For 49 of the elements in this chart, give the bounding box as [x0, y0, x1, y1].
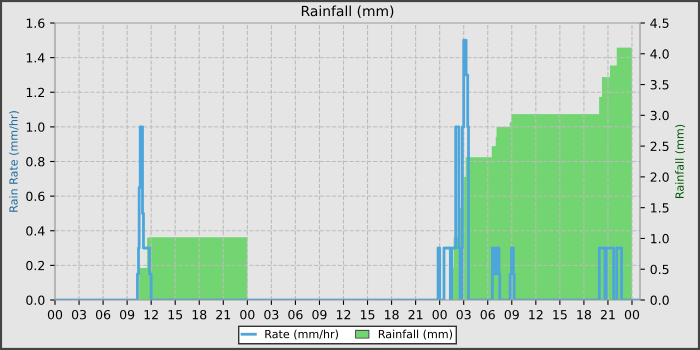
y2-tick-label: 3.0 — [650, 110, 669, 120]
y2-tick-label: 0.0 — [650, 295, 669, 305]
x-tick-label: 00 — [240, 310, 254, 320]
y2-tick-label: 2.0 — [650, 172, 669, 182]
x-tick-label: 03 — [264, 310, 278, 320]
y2-tick-label: 3.5 — [650, 80, 669, 90]
x-tick-label: 06 — [96, 310, 110, 320]
x-tick-label: 00 — [48, 310, 62, 320]
y-tick-label: 0.6 — [26, 192, 44, 202]
legend-label: Rainfall (mm) — [378, 330, 452, 340]
x-tick-label: 18 — [577, 310, 591, 320]
y-tick-label: 1.4 — [26, 53, 45, 62]
x-tick-label: 18 — [384, 310, 399, 320]
x-tick-label: 00 — [624, 310, 640, 320]
y2-tick-label: 4.0 — [650, 49, 669, 59]
x-tick-label: 21 — [216, 310, 230, 320]
y2-tick-label: 2.5 — [650, 142, 669, 152]
x-tick-label: 12 — [144, 310, 158, 320]
x-tick-label: 03 — [456, 310, 471, 320]
y-tick-label: 0.8 — [26, 156, 44, 166]
x-tick-label: 15 — [360, 310, 374, 320]
x-tick-label: 15 — [168, 310, 182, 320]
y2-axis-title: Rainfall (mm) — [675, 124, 686, 198]
x-tick-label: 06 — [480, 310, 495, 320]
x-tick-label: 12 — [336, 310, 350, 320]
legend-label: Rate (mm/hr) — [265, 330, 338, 340]
x-tick-label: 03 — [72, 310, 86, 320]
x-tick-label: 21 — [408, 310, 422, 320]
y-tick-label: 1.2 — [26, 88, 44, 97]
y2-tick-label: 4.5 — [650, 18, 669, 28]
x-tick-label: 06 — [288, 310, 303, 320]
y-tick-label: 1.0 — [26, 122, 44, 132]
y-tick-label: 0.2 — [26, 260, 44, 270]
y-tick-label: 0.4 — [26, 226, 45, 236]
y2-tick-label: 1.0 — [651, 234, 669, 244]
y-tick-label: 0.0 — [26, 295, 44, 305]
x-tick-label: 09 — [120, 310, 134, 320]
y-axis-title: Rain Rate (mm/hr) — [9, 111, 19, 212]
y2-tick-label: 0.5 — [650, 264, 669, 274]
y-tick-label: 1.6 — [26, 18, 44, 28]
x-tick-label: 12 — [529, 310, 543, 320]
x-tick-label: 00 — [432, 310, 447, 320]
chart-title: Rainfall (mm) — [302, 6, 394, 18]
x-tick-label: 18 — [192, 310, 206, 320]
x-tick-label: 09 — [312, 310, 327, 320]
y2-tick-label: 1.5 — [651, 203, 669, 213]
x-tick-label: 21 — [600, 310, 615, 320]
x-tick-label: 15 — [553, 310, 567, 320]
x-tick-label: 09 — [504, 310, 519, 320]
